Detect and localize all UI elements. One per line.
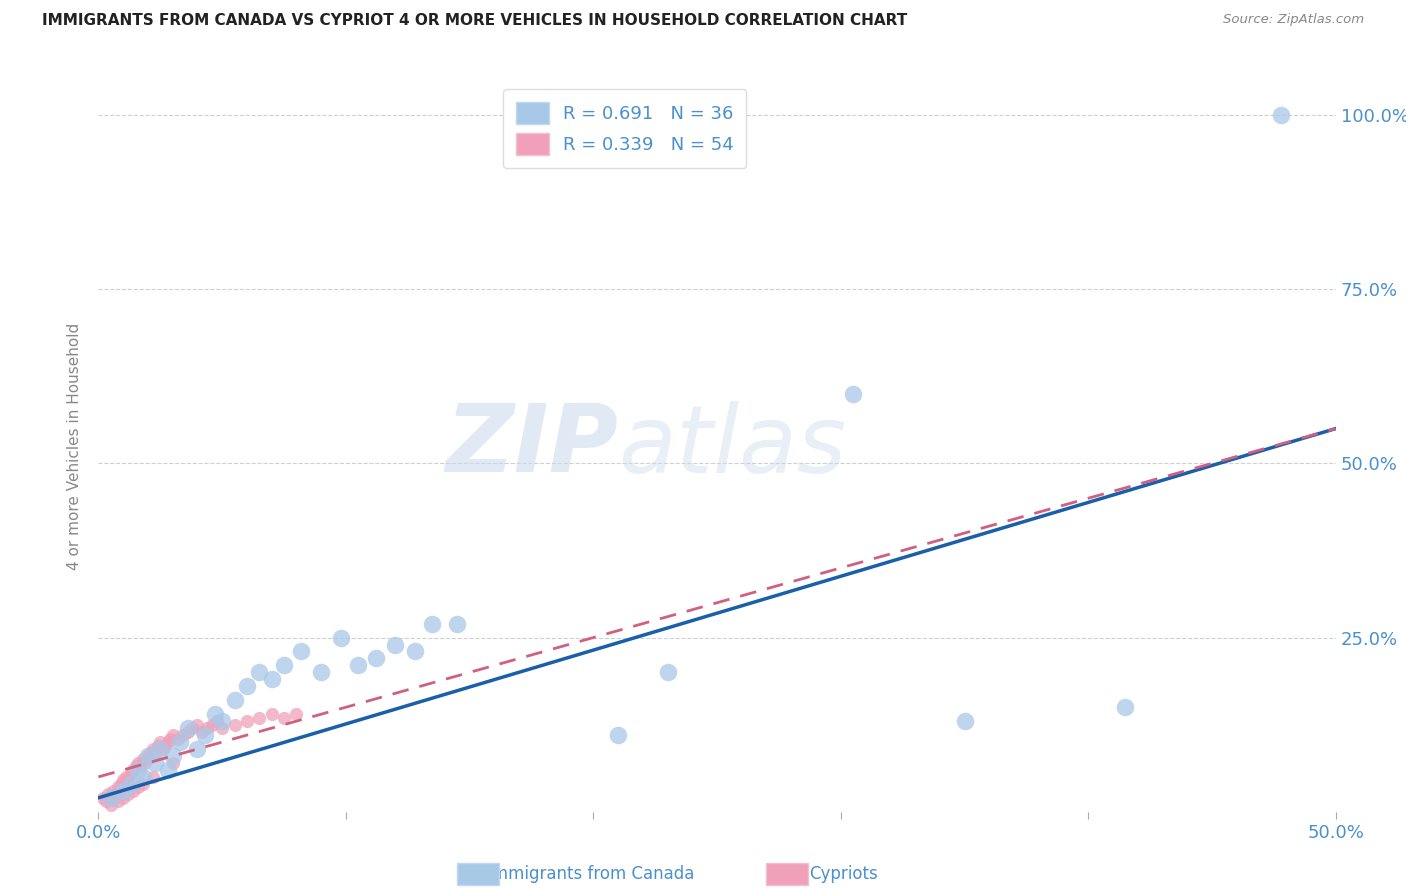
Point <box>120 766 142 780</box>
Point <box>112 784 135 798</box>
Text: Cypriots: Cypriots <box>810 865 877 883</box>
Text: IMMIGRANTS FROM CANADA VS CYPRIOT 4 OR MORE VEHICLES IN HOUSEHOLD CORRELATION CH: IMMIGRANTS FROM CANADA VS CYPRIOT 4 OR M… <box>42 13 907 29</box>
Point <box>143 746 166 760</box>
Point <box>100 790 122 805</box>
Point <box>195 721 218 735</box>
Point <box>194 728 217 742</box>
Point <box>162 728 184 742</box>
Point <box>127 780 149 795</box>
Point <box>110 777 132 791</box>
Point <box>191 724 214 739</box>
Point <box>166 731 188 746</box>
Point <box>309 665 332 680</box>
Point <box>146 739 169 753</box>
Point <box>176 721 198 735</box>
Point <box>120 777 142 791</box>
Point <box>93 790 115 805</box>
Point <box>211 714 233 728</box>
Point <box>236 714 259 728</box>
Point <box>124 759 146 773</box>
Point <box>139 746 162 760</box>
Y-axis label: 4 or more Vehicles in Household: 4 or more Vehicles in Household <box>67 322 83 570</box>
Point <box>236 679 259 693</box>
Point <box>100 790 122 805</box>
Point <box>132 770 155 784</box>
Point <box>186 742 208 756</box>
Point <box>122 784 145 798</box>
Point <box>260 707 283 722</box>
Point <box>112 773 135 788</box>
Point <box>186 717 208 731</box>
Point <box>657 665 679 680</box>
Point <box>142 770 165 784</box>
Point <box>607 728 630 742</box>
Point <box>107 794 129 808</box>
Text: Source: ZipAtlas.com: Source: ZipAtlas.com <box>1223 13 1364 27</box>
Point <box>953 714 976 728</box>
Point <box>155 739 177 753</box>
Point <box>122 763 145 777</box>
Point <box>149 735 172 749</box>
Point <box>114 770 136 784</box>
Point <box>205 714 228 728</box>
Point <box>159 731 181 746</box>
Point <box>211 721 233 735</box>
Point <box>127 756 149 770</box>
Point <box>149 742 172 756</box>
Point <box>112 790 135 805</box>
Point <box>404 644 426 658</box>
Point <box>204 707 226 722</box>
Point <box>152 742 174 756</box>
Point <box>422 616 444 631</box>
Point <box>842 386 865 401</box>
Point <box>104 787 127 801</box>
Point <box>156 763 179 777</box>
Point <box>136 749 159 764</box>
Point <box>446 616 468 631</box>
Text: Immigrants from Canada: Immigrants from Canada <box>486 865 695 883</box>
Point <box>142 742 165 756</box>
Point <box>285 707 308 722</box>
Point <box>172 728 194 742</box>
Point <box>100 797 122 812</box>
Point <box>224 693 246 707</box>
Text: ZIP: ZIP <box>446 400 619 492</box>
Point <box>129 759 152 773</box>
Point <box>329 631 352 645</box>
Point <box>181 721 204 735</box>
Point <box>247 711 270 725</box>
Point <box>347 658 370 673</box>
Point <box>132 777 155 791</box>
Point <box>169 735 191 749</box>
Point <box>132 752 155 766</box>
Point <box>134 756 156 770</box>
Point <box>384 638 406 652</box>
Point <box>127 763 149 777</box>
Point <box>224 717 246 731</box>
Text: atlas: atlas <box>619 401 846 491</box>
Point <box>1114 700 1136 714</box>
Point <box>94 794 117 808</box>
Point <box>97 787 120 801</box>
Point <box>162 756 184 770</box>
Point <box>162 749 184 764</box>
Point <box>290 644 312 658</box>
Point <box>1270 108 1292 122</box>
Point <box>117 773 139 788</box>
Point <box>103 784 125 798</box>
Point <box>107 780 129 795</box>
Point <box>260 673 283 687</box>
Point <box>176 724 198 739</box>
Point <box>156 735 179 749</box>
Point <box>273 711 295 725</box>
Point <box>364 651 387 665</box>
Point <box>143 756 166 770</box>
Point <box>201 717 224 731</box>
Point <box>136 749 159 764</box>
Point <box>273 658 295 673</box>
Point <box>247 665 270 680</box>
Legend: R = 0.691   N = 36, R = 0.339   N = 54: R = 0.691 N = 36, R = 0.339 N = 54 <box>503 89 747 168</box>
Point <box>117 787 139 801</box>
